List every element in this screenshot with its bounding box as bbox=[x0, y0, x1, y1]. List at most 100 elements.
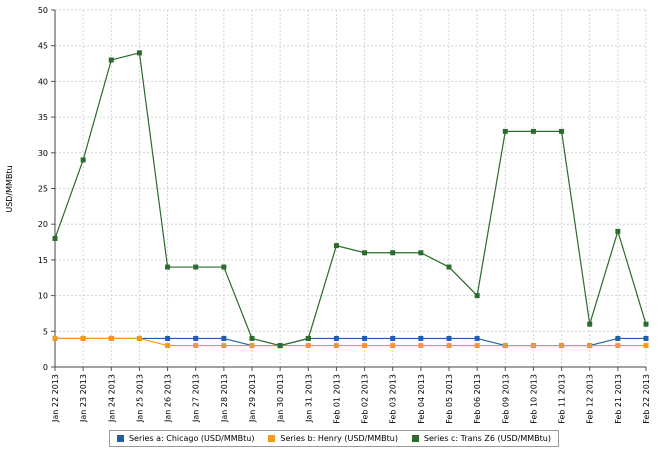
series-c-point bbox=[615, 228, 621, 234]
series-a-point bbox=[418, 335, 424, 341]
legend-label-series-c: Series c: Trans Z6 (USD/MMBtu) bbox=[423, 434, 551, 443]
series-b-point bbox=[362, 343, 368, 349]
series-c-point bbox=[502, 128, 508, 134]
y-tick-label: 10 bbox=[38, 292, 48, 301]
series-a-point bbox=[165, 335, 171, 341]
y-tick-label: 5 bbox=[43, 327, 48, 336]
series-b-point bbox=[221, 343, 227, 349]
series-c-point bbox=[362, 250, 368, 256]
series-a-point bbox=[362, 335, 368, 341]
series-c-point bbox=[305, 335, 311, 341]
series-a-point bbox=[333, 335, 339, 341]
series-c-point bbox=[446, 264, 452, 270]
legend-swatch-series-b bbox=[268, 435, 276, 442]
series-c-point bbox=[559, 128, 565, 134]
x-tick-label: Jan 25 2013 bbox=[135, 374, 144, 423]
series-b-line bbox=[55, 337, 646, 347]
legend-swatch-series-c bbox=[411, 435, 419, 442]
y-tick-label: 40 bbox=[38, 77, 48, 86]
y-tick-label: 50 bbox=[38, 6, 48, 15]
x-tick-label: Jan 29 2013 bbox=[248, 374, 257, 423]
series-b-point bbox=[108, 335, 114, 341]
legend-item-series-b: Series b: Henry (USD/MMBtu) bbox=[268, 434, 398, 443]
series-b-point bbox=[249, 343, 255, 349]
x-tick-label: Jan 26 2013 bbox=[164, 374, 173, 423]
series-a-point bbox=[446, 335, 452, 341]
series-a-point bbox=[643, 335, 649, 341]
legend-item-series-c: Series c: Trans Z6 (USD/MMBtu) bbox=[411, 434, 551, 443]
series-a-point bbox=[221, 335, 227, 341]
x-tick-label: Feb 01 2013 bbox=[332, 374, 341, 424]
series-c-point bbox=[52, 235, 58, 241]
x-tick-label: Jan 24 2013 bbox=[107, 374, 116, 423]
y-tick-label: 15 bbox=[38, 256, 48, 265]
x-tick-label: Jan 22 2013 bbox=[51, 374, 60, 423]
x-tick-label: Jan 23 2013 bbox=[79, 374, 88, 423]
x-tick-label: Jan 31 2013 bbox=[304, 374, 313, 423]
x-tick-label: Feb 09 2013 bbox=[501, 374, 510, 424]
x-tick-label: Jan 28 2013 bbox=[220, 374, 229, 423]
series-b-point bbox=[165, 343, 171, 349]
series-a-point bbox=[474, 335, 480, 341]
series-c-point bbox=[249, 335, 255, 341]
series-b-point bbox=[80, 335, 86, 341]
series-b-point bbox=[502, 343, 508, 349]
series-b-point bbox=[530, 343, 536, 349]
x-tick-label: Jan 27 2013 bbox=[192, 374, 201, 423]
x-tick-label: Feb 10 2013 bbox=[529, 374, 538, 424]
x-tick-label: Feb 03 2013 bbox=[389, 374, 398, 424]
y-tick-label: 45 bbox=[38, 42, 48, 51]
series-a-point bbox=[615, 335, 621, 341]
series-b-point bbox=[643, 343, 649, 349]
series-c-point bbox=[136, 50, 142, 56]
series-b-point bbox=[136, 335, 142, 341]
series-b-point bbox=[52, 335, 58, 341]
series-b-point bbox=[193, 343, 199, 349]
series-b-point bbox=[390, 343, 396, 349]
series-c-point bbox=[108, 57, 114, 63]
legend-item-series-a: Series a: Chicago (USD/MMBtu) bbox=[116, 434, 254, 443]
y-tick-label: 20 bbox=[38, 220, 48, 229]
x-tick-label: Feb 21 2013 bbox=[614, 374, 623, 424]
y-tick-label: 0 bbox=[43, 363, 48, 372]
series-c-point bbox=[643, 321, 649, 327]
series-c-point bbox=[333, 243, 339, 249]
x-tick-label: Feb 02 2013 bbox=[361, 374, 370, 424]
series-c-point bbox=[530, 128, 536, 134]
y-tick-label: 25 bbox=[38, 185, 48, 194]
chart-legend: Series a: Chicago (USD/MMBtu) Series b: … bbox=[109, 430, 559, 447]
x-tick-label: Feb 04 2013 bbox=[417, 374, 426, 424]
series-c-point bbox=[80, 157, 86, 163]
legend-label-series-b: Series b: Henry (USD/MMBtu) bbox=[280, 434, 398, 443]
series-b-point bbox=[418, 343, 424, 349]
series-c-point bbox=[474, 293, 480, 299]
series-a-point bbox=[390, 335, 396, 341]
series-c-point bbox=[587, 321, 593, 327]
series-b-point bbox=[446, 343, 452, 349]
x-tick-label: Feb 05 2013 bbox=[445, 374, 454, 424]
x-tick-label: Feb 06 2013 bbox=[473, 374, 482, 424]
series-a-point bbox=[193, 335, 199, 341]
series-b-point bbox=[587, 343, 593, 349]
legend-swatch-series-a bbox=[116, 435, 124, 442]
x-tick-label: Jan 30 2013 bbox=[276, 374, 285, 423]
y-axis-title: USD/MMBtu bbox=[5, 165, 14, 212]
x-tick-label: Feb 12 2013 bbox=[586, 374, 595, 424]
x-tick-label: Feb 11 2013 bbox=[558, 374, 567, 424]
series-c-point bbox=[390, 250, 396, 256]
series-c-point bbox=[277, 343, 283, 349]
series-c-point bbox=[418, 250, 424, 256]
series-b-point bbox=[615, 343, 621, 349]
x-tick-label: Feb 22 2013 bbox=[642, 374, 651, 424]
chart-plot-area: USD/MMBtu 0 5 10 15 20 25 30 35 40 45 50 Jan 22 201… bbox=[5, 6, 651, 424]
series-c-point bbox=[193, 264, 199, 270]
y-tick-label: 35 bbox=[38, 113, 48, 122]
series-b-point bbox=[559, 343, 565, 349]
series-b-point bbox=[305, 343, 311, 349]
series-c-point bbox=[165, 264, 171, 270]
series-b-point bbox=[333, 343, 339, 349]
y-tick-label: 30 bbox=[38, 149, 48, 158]
series-c-point bbox=[221, 264, 227, 270]
series-c-line bbox=[54, 52, 647, 347]
